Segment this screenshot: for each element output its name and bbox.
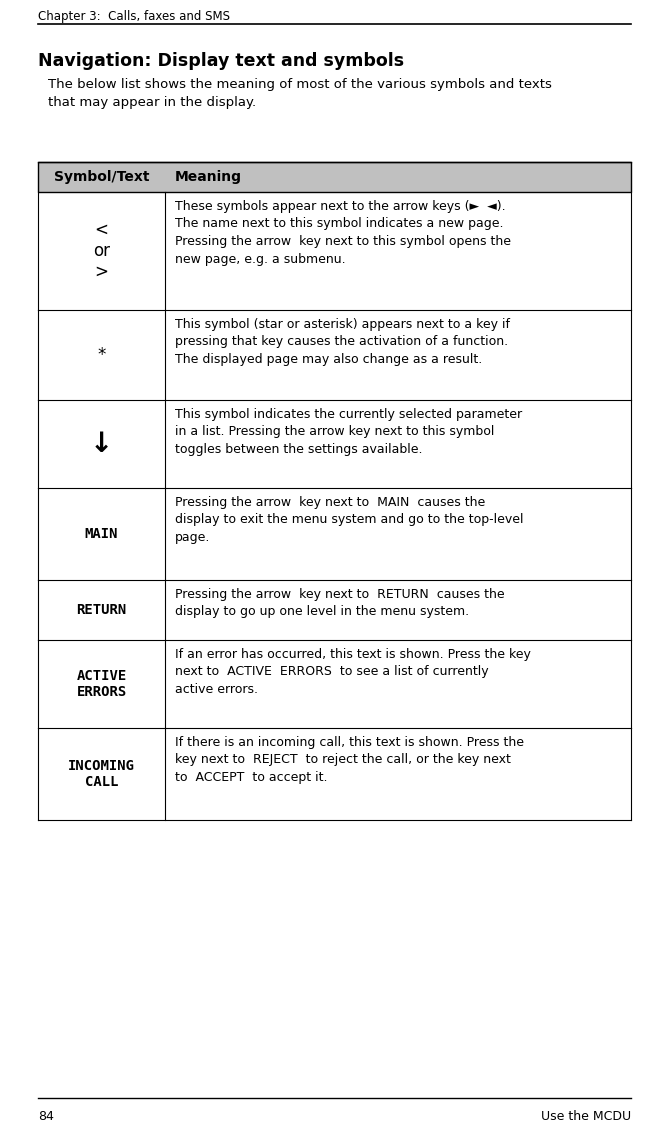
Text: ↓: ↓: [90, 430, 113, 458]
Text: This symbol (star or asterisk) appears next to a key if
pressing that key causes: This symbol (star or asterisk) appears n…: [175, 318, 510, 366]
Text: INCOMING
CALL: INCOMING CALL: [68, 759, 135, 789]
Text: Symbol/Text: Symbol/Text: [54, 170, 149, 184]
Text: The below list shows the meaning of most of the various symbols and texts
that m: The below list shows the meaning of most…: [48, 78, 552, 109]
Text: ACTIVE
ERRORS: ACTIVE ERRORS: [76, 669, 126, 699]
Text: Pressing the arrow  key next to  RETURN  causes the
display to go up one level i: Pressing the arrow key next to RETURN ca…: [175, 588, 504, 618]
Text: Pressing the arrow  key next to  MAIN  causes the
display to exit the menu syste: Pressing the arrow key next to MAIN caus…: [175, 495, 524, 544]
Text: <
or
>: < or >: [93, 221, 110, 280]
Text: MAIN: MAIN: [85, 527, 118, 540]
Text: Navigation: Display text and symbols: Navigation: Display text and symbols: [38, 52, 404, 70]
Text: *: *: [97, 346, 106, 364]
Text: Use the MCDU: Use the MCDU: [541, 1110, 631, 1123]
Text: Chapter 3:  Calls, faxes and SMS: Chapter 3: Calls, faxes and SMS: [38, 10, 230, 23]
Text: If an error has occurred, this text is shown. Press the key
next to  ACTIVE  ERR: If an error has occurred, this text is s…: [175, 647, 531, 696]
Text: These symbols appear next to the arrow keys (►  ◄).
The name next to this symbol: These symbols appear next to the arrow k…: [175, 200, 511, 266]
Text: If there is an incoming call, this text is shown. Press the
key next to  REJECT : If there is an incoming call, this text …: [175, 736, 524, 784]
Text: Meaning: Meaning: [175, 170, 242, 184]
Text: 84: 84: [38, 1110, 54, 1123]
Text: This symbol indicates the currently selected parameter
in a list. Pressing the a: This symbol indicates the currently sele…: [175, 408, 522, 456]
Text: RETURN: RETURN: [76, 604, 126, 617]
Bar: [38, 162, 631, 193]
